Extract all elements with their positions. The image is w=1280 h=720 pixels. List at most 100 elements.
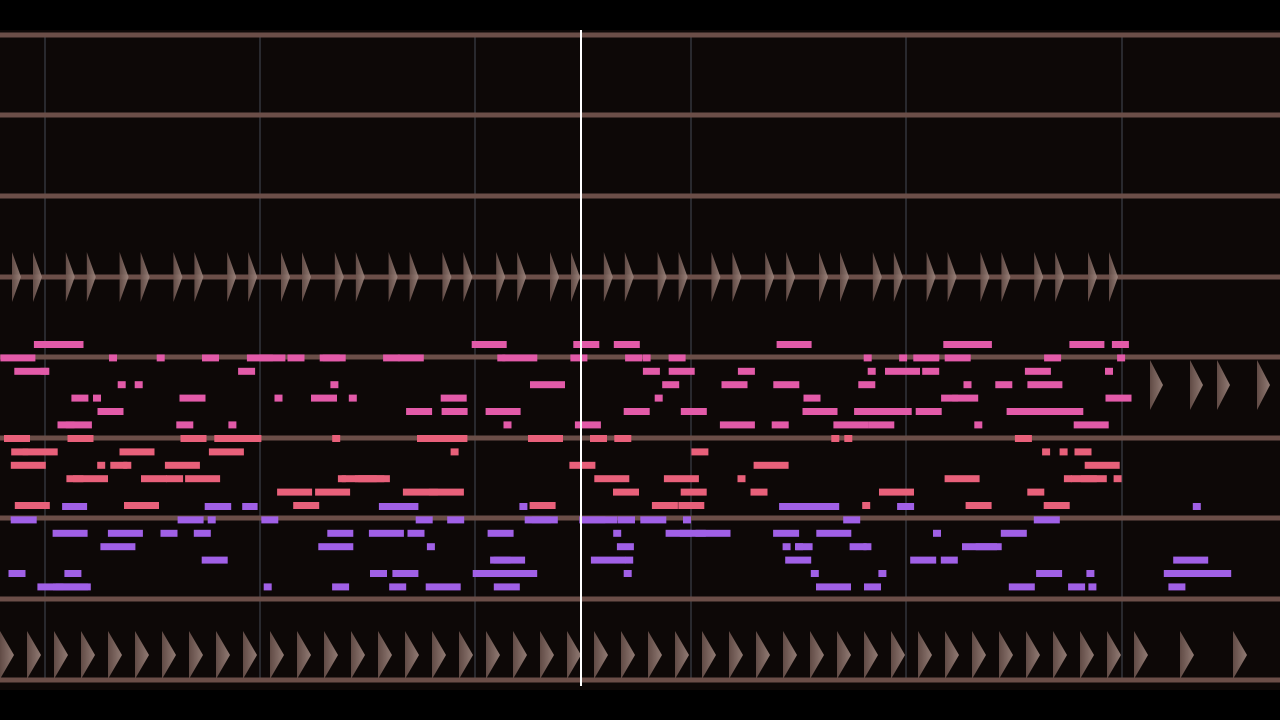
rhythm-marker <box>334 252 344 302</box>
note <box>368 529 404 537</box>
rhythm-marker <box>405 631 419 679</box>
note <box>876 408 912 415</box>
note <box>97 408 124 415</box>
note <box>497 354 506 362</box>
note <box>443 435 460 442</box>
note <box>332 583 350 591</box>
note <box>370 570 387 577</box>
note <box>110 461 128 469</box>
note <box>863 354 872 362</box>
rhythm-marker <box>1233 631 1247 679</box>
rhythm-marker <box>765 252 775 302</box>
note <box>878 570 887 577</box>
staff-line <box>0 435 1280 441</box>
layers <box>0 30 1280 686</box>
rhythm-marker <box>678 252 688 302</box>
note <box>1034 408 1061 415</box>
note <box>330 381 339 389</box>
note <box>390 503 399 510</box>
note <box>530 381 565 389</box>
note <box>93 394 101 402</box>
rhythm-marker <box>945 631 959 679</box>
note <box>287 354 305 362</box>
note <box>680 408 707 415</box>
rhythm-marker <box>12 252 21 302</box>
note <box>134 381 143 389</box>
note <box>795 543 803 551</box>
note <box>383 503 419 510</box>
note <box>176 421 194 429</box>
note <box>678 502 705 509</box>
note <box>662 381 680 389</box>
note <box>683 516 691 524</box>
note <box>1000 529 1027 537</box>
rhythm-marker <box>999 631 1013 679</box>
rhythm-marker <box>783 631 797 679</box>
rhythm-marker <box>657 252 667 302</box>
note <box>117 381 126 389</box>
note <box>406 408 433 415</box>
rhythm-marker <box>1217 360 1230 410</box>
note <box>332 435 341 442</box>
note <box>450 448 459 456</box>
note <box>22 448 58 456</box>
rhythm-marker <box>0 631 14 679</box>
note <box>854 408 881 415</box>
note <box>868 421 895 429</box>
note <box>524 516 551 524</box>
note <box>1008 583 1035 591</box>
rhythm-marker <box>1001 252 1011 302</box>
note <box>910 556 937 564</box>
rhythm-marker <box>980 252 990 302</box>
note <box>4 435 30 442</box>
staff-line <box>0 32 1280 38</box>
note <box>37 583 64 591</box>
note <box>485 570 512 577</box>
rhythm-marker <box>702 631 716 679</box>
note <box>1168 583 1186 591</box>
staff-line <box>0 677 1280 683</box>
note <box>109 354 117 362</box>
note <box>141 475 167 483</box>
rhythm-marker <box>194 252 204 302</box>
note <box>1113 475 1122 483</box>
staff-line <box>0 112 1280 118</box>
note <box>922 367 940 375</box>
note <box>582 516 618 524</box>
rhythm-marker <box>837 631 851 679</box>
note <box>348 394 357 402</box>
rhythm-marker <box>119 252 129 302</box>
rhythm-marker <box>409 252 419 302</box>
note <box>52 529 88 537</box>
note <box>802 408 838 415</box>
note <box>1063 475 1072 483</box>
note <box>519 503 528 510</box>
note <box>618 516 635 524</box>
rhythm-marker <box>517 252 527 302</box>
note <box>119 448 155 456</box>
rhythm-marker <box>864 631 878 679</box>
note <box>315 488 351 496</box>
note <box>428 488 464 496</box>
rhythm-marker <box>893 252 903 302</box>
note <box>10 516 37 524</box>
note <box>1033 516 1060 524</box>
rhythm-marker <box>648 631 662 679</box>
note <box>668 354 686 362</box>
note <box>864 583 881 591</box>
rhythm-marker <box>1080 631 1094 679</box>
note <box>719 421 755 429</box>
note <box>771 421 789 429</box>
note <box>962 543 997 551</box>
rhythm-marker <box>550 252 559 302</box>
rhythm-marker <box>972 631 986 679</box>
note <box>1069 341 1105 348</box>
playhead <box>580 30 582 686</box>
note <box>319 354 346 362</box>
note <box>415 516 433 524</box>
rhythm-marker <box>926 252 936 302</box>
rhythm-marker <box>297 631 311 679</box>
note <box>208 448 244 456</box>
note <box>207 516 216 524</box>
note <box>193 529 211 537</box>
